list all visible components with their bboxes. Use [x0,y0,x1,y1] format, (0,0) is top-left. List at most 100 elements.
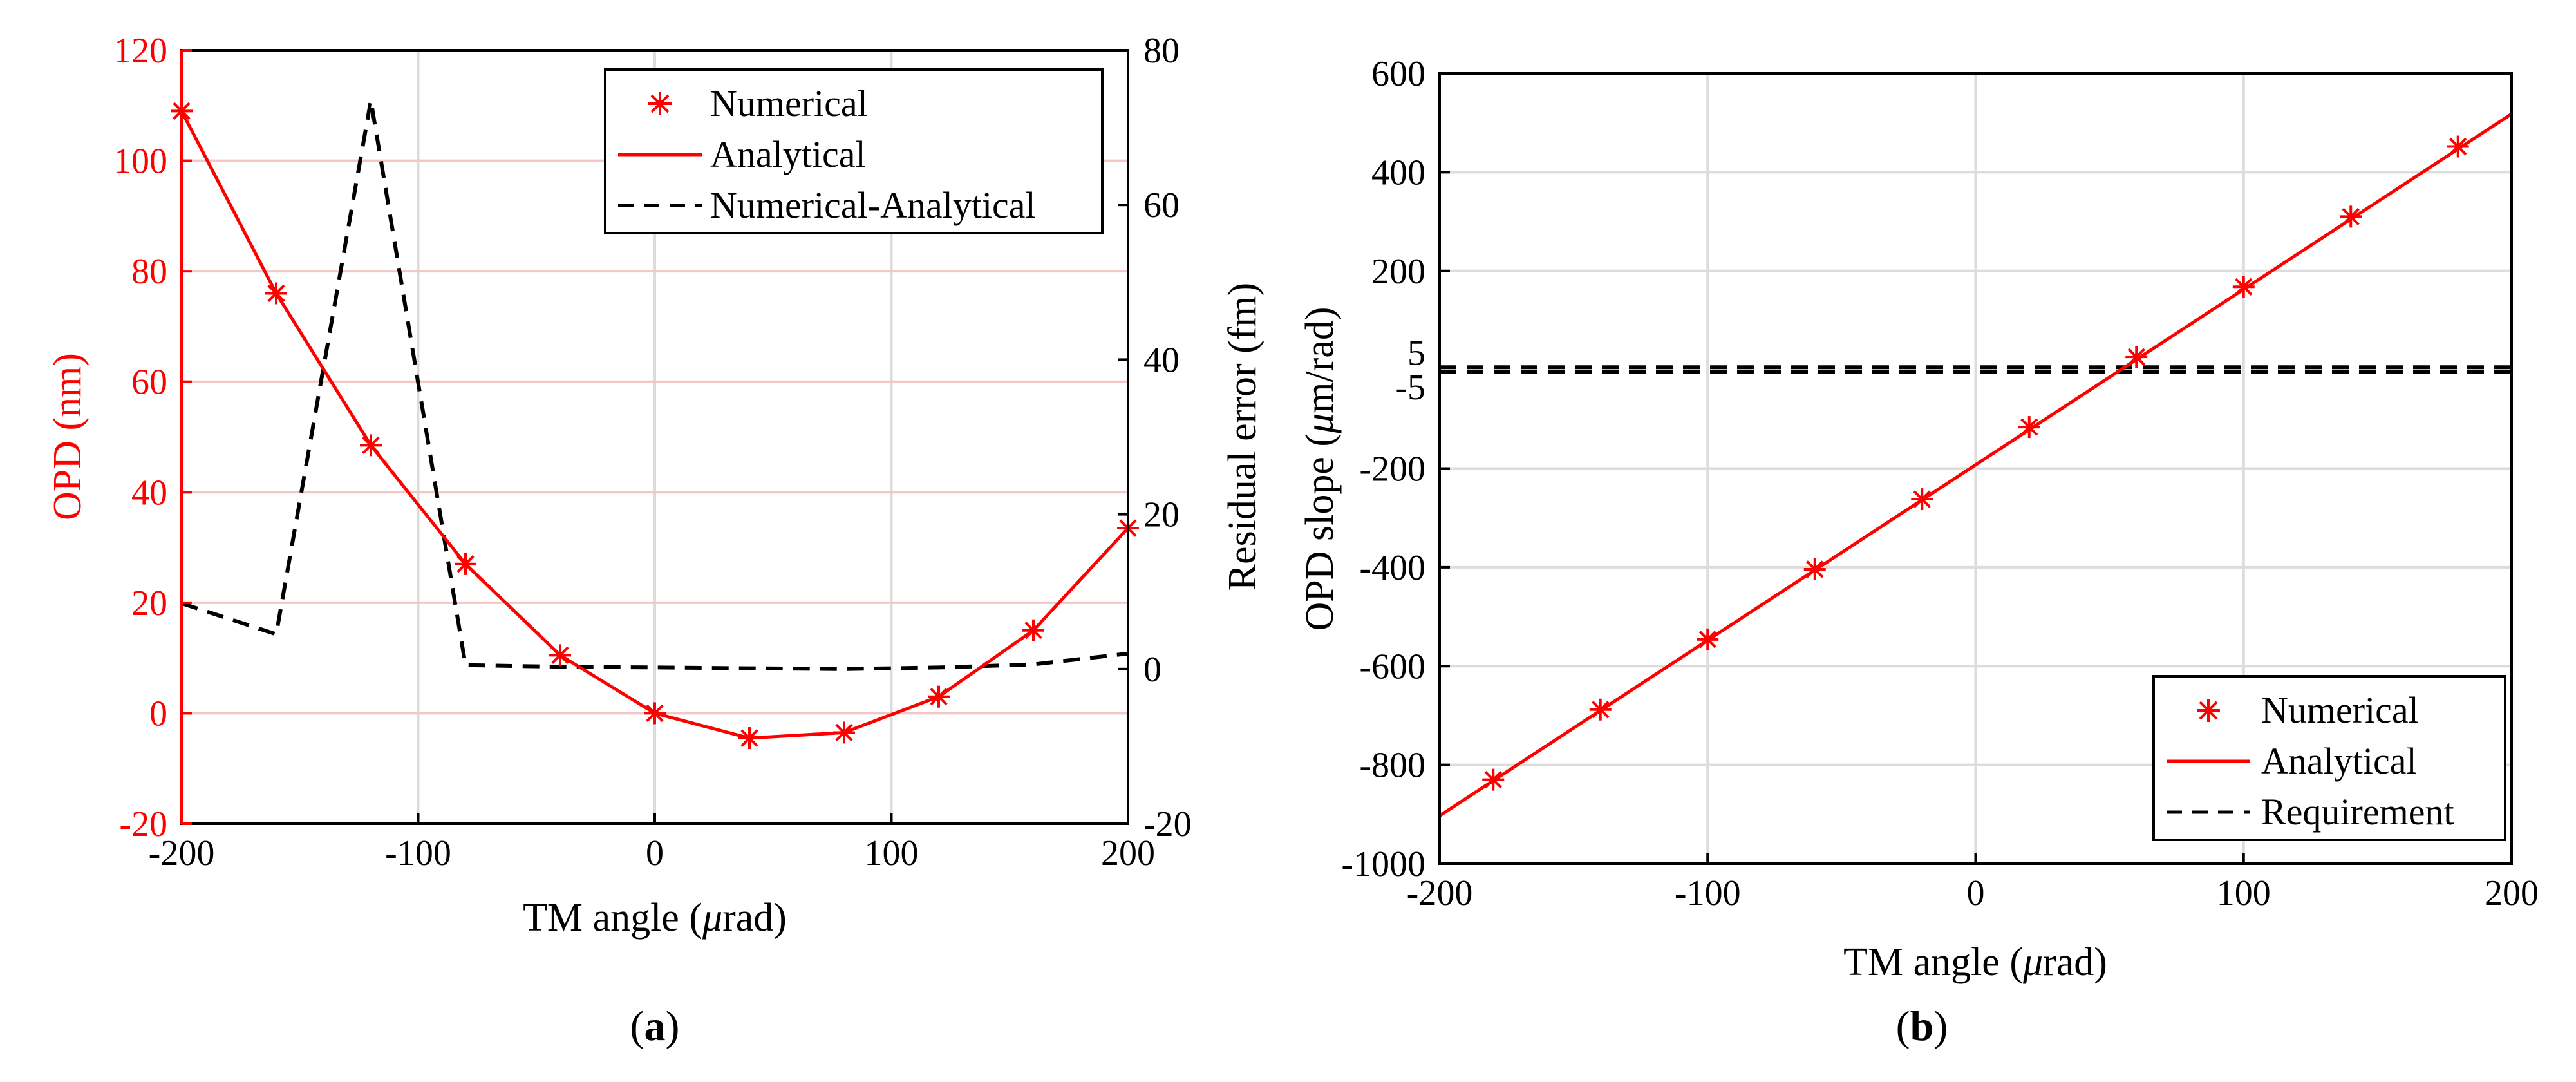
chart-b-point-numerical [2447,135,2469,158]
panel-label-b: (b) [1896,1003,1948,1050]
legend-diff-label: Numerical-Analytical [710,184,1036,226]
panel-label-b-close: ) [1933,1003,1948,1050]
chart-b-point-numerical-stroke [1592,701,1610,719]
chart-b-ytick-label: -800 [1359,746,1425,786]
chart-b-xlabel: TM angle (μrad) [1843,940,2107,984]
chart-b-point-numerical [1589,698,1612,721]
chart-a-xtick-label: 100 [865,833,919,873]
chart-a-ytick-label: 0 [149,694,167,734]
chart-a-point-numerical-stroke [362,436,380,455]
chart-b-ytick-label: -5 [1395,368,1425,408]
chart-a-series-numerical-analytical [181,100,1129,671]
panel-label-b-open: ( [1896,1003,1910,1050]
chart-a-ytick-label: 100 [113,142,167,182]
chart-b-legend: Numerical Analytical Requirement [2152,675,2506,841]
chart-b-ylabel-post: m/rad) [1298,307,1342,413]
chart-b-point-numerical [1482,768,1505,791]
chart-a-legend-box [604,68,1104,234]
chart-a-ytick-label: 120 [113,31,167,71]
chart-a-ytick-label: 20 [131,584,167,623]
panel-label-a-open: ( [630,1003,644,1050]
chart-b-point-numerical [2340,205,2362,228]
panel-label-a-letter: a [644,1003,666,1050]
chart-a-point-numerical [549,644,571,667]
chart-b-point-numerical-stroke [1698,631,1716,649]
chart-b-xtick-label: 100 [2217,873,2271,913]
chart-a-ytick-label: 60 [131,363,167,403]
chart-b-xtick-label: -100 [1675,873,1741,913]
chart-a-ticks: -200 -100 0 100 200-20020406080100120-200204… [113,31,1192,873]
chart-a-point-numerical [644,702,666,725]
chart-a-xtick-label: 0 [646,833,664,873]
chart-a-y2tick-label: -20 [1143,804,1192,844]
chart-b-ytick-label: -400 [1359,548,1425,588]
panel-label-b-letter: b [1910,1003,1934,1050]
chart-b-ylabel: OPD slope (μm/rad) [1298,307,1342,631]
chart-a-point-numerical [738,727,760,750]
chart-a-y2label: Residual error (fm) [1221,283,1264,591]
chart-b-xtick-label: 200 [2485,873,2539,913]
chart-a-xlabel-mu: μ [702,896,722,940]
legend-b-analytical-label: Analytical [2261,740,2417,782]
chart-a-point-numerical-stroke [740,729,758,747]
chart-a-ytick-label: -20 [119,804,167,844]
chart-a-point-numerical-stroke [646,704,664,723]
chart-b-point-numerical-stroke [2020,418,2038,436]
panel-label-a: (a) [630,1003,680,1050]
chart-b-xlabel-pre: TM angle ( [1843,940,2023,984]
chart-a-xtick-label: -200 [149,833,215,873]
chart-b-ticks: -200 -100 0 100 200-1000-800-600-400-200-552… [1341,54,2539,913]
chart-a-point-numerical-stroke [456,555,475,573]
chart-a-point-numerical [265,282,287,305]
chart-b: -200 -100 0 100 200-1000-800-600-400-200-552… [1298,54,2539,1050]
chart-a-y2tick-label: 80 [1143,31,1180,71]
chart-a-marks [171,100,1139,750]
chart-b-point-numerical [1803,558,1826,580]
chart-b-point-numerical-stroke [1806,560,1824,578]
chart-a-ylabel: OPD (nm) [46,353,89,520]
chart-b-ytick-label: -1000 [1341,844,1425,884]
chart-a-xlabel-pre: TM angle ( [523,896,702,940]
chart-a-legend: Numerical Analytical Numerical-Analytica… [604,68,1104,234]
chart-a-y2tick-label: 60 [1143,185,1180,225]
chart-b-ytick-label: -600 [1359,647,1425,687]
chart-a-point-numerical-stroke [930,688,948,706]
chart-a-point-numerical [455,553,476,575]
legend-b-numerical-label: Numerical [2261,689,2419,731]
chart-a-xlabel-post: rad) [722,896,787,940]
chart-b-ytick-label: 600 [1371,54,1425,94]
chart-b-point-numerical [2018,416,2040,439]
chart-b-series-analytical [1438,112,2513,817]
chart-a-ytick-label: 40 [131,473,167,513]
chart-a-point-numerical [360,434,382,457]
chart-a: -200 -100 0 100 200-20020406080100120-200204… [46,31,1264,1050]
chart-b-point-numerical-stroke [1913,490,1931,508]
chart-a-xtick-label: 200 [1101,833,1155,873]
chart-b-point-numerical [2232,276,2255,298]
chart-b-xtick-label: 0 [1967,873,1985,913]
chart-b-marks [1438,112,2513,817]
chart-b-ylabel-pre: OPD slope ( [1298,433,1342,631]
legend-numerical-label: Numerical [710,82,868,124]
chart-b-point-numerical-stroke [2127,348,2145,366]
chart-a-point-numerical [928,685,950,708]
chart-b-legend-box [2152,675,2506,841]
chart-a-y2tick-label: 20 [1143,495,1180,535]
chart-a-point-numerical [1022,619,1044,641]
legend-numerical-marker [648,92,672,115]
chart-b-ytick-label: 400 [1371,153,1425,193]
chart-b-point-numerical [1911,488,1933,511]
chart-b-xlabel-mu: μ [2022,940,2043,984]
legend-analytical-label: Analytical [710,133,866,175]
legend-b-requirement-label: Requirement [2261,791,2454,833]
chart-b-point-numerical [2125,346,2148,368]
chart-b-point-numerical-stroke [2235,278,2253,296]
chart-a-xtick-label: -100 [385,833,451,873]
chart-b-xtick-label: -200 [1407,873,1473,913]
chart-a-point-numerical [833,721,855,744]
chart-b-ytick-label: 200 [1371,252,1425,292]
chart-a-point-numerical-stroke [267,284,285,303]
chart-b-ytick-label: -200 [1359,450,1425,489]
legend-b-numerical-marker [2197,699,2220,722]
